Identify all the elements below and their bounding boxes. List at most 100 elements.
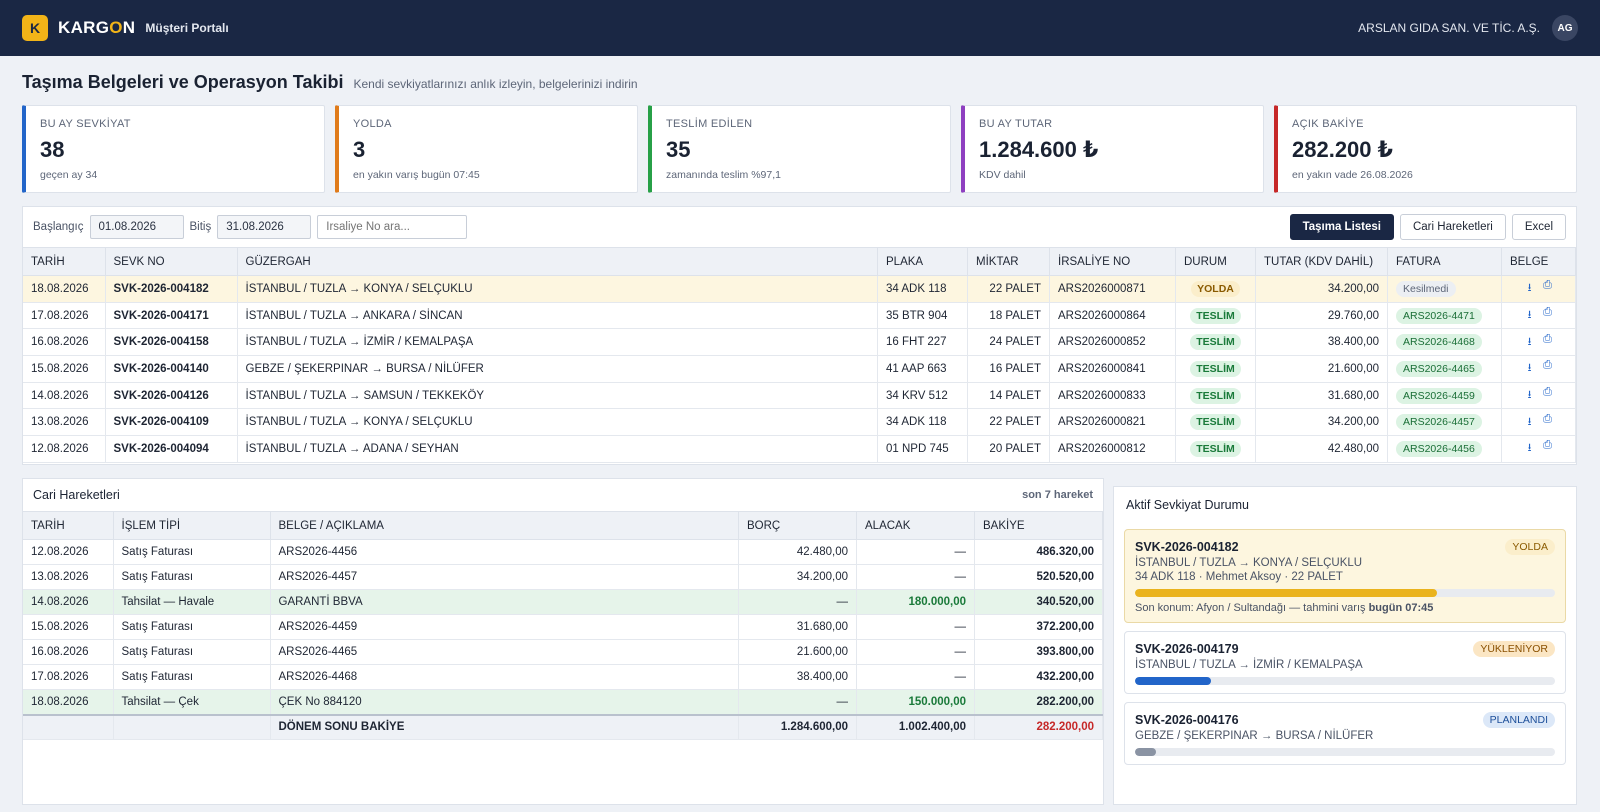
shipment-docs-cell: ⭳ ⎙ — [1501, 408, 1576, 437]
shipment-amount: 31.680,00 — [1255, 382, 1388, 410]
print-icon[interactable]: ⎙ — [1543, 386, 1552, 399]
shipment-no[interactable]: SVK-2026-004094 — [105, 435, 238, 463]
shipment-card[interactable]: SVK-2026-004179 YÜKLENİYOR İSTANBUL / TUZL… — [1124, 631, 1566, 694]
avatar[interactable]: AG — [1552, 15, 1578, 41]
download-icon[interactable]: ⭳ — [1527, 282, 1532, 295]
download-icon[interactable]: ⭳ — [1527, 415, 1532, 428]
download-icon[interactable]: ⭳ — [1527, 335, 1532, 348]
column-header[interactable]: SEVK NO — [105, 247, 238, 276]
shipment-no[interactable]: SVK-2026-004109 — [105, 408, 238, 437]
column-header[interactable]: FATURA — [1387, 247, 1502, 276]
print-icon[interactable]: ⎙ — [1543, 306, 1552, 319]
shipment-route: İSTANBUL / TUZLA → SAMSUN / TEKKEKÖY — [237, 382, 878, 410]
column-header[interactable]: TUTAR (KDV DAHİL) — [1255, 247, 1388, 276]
column-header[interactable]: İŞLEM TİPİ — [113, 511, 271, 540]
shipment-status-cell: TESLİM — [1175, 355, 1256, 383]
ledger-doc: ARS2026-4457 — [270, 564, 739, 590]
shipment-invoice-cell: Kesilmedi — [1387, 275, 1502, 303]
table-row[interactable]: 18.08.2026 SVK-2026-004182 İSTANBUL / TUZL… — [23, 275, 1576, 303]
brand[interactable]: K KARGON Müşteri Portalı — [22, 15, 229, 41]
column-header[interactable]: İRSALİYE NO — [1049, 247, 1176, 276]
shipment-card[interactable]: SVK-2026-004176 PLANLANDI GEBZE / ŞEKERPIN… — [1124, 702, 1566, 765]
progress-fill — [1135, 748, 1156, 756]
table-row[interactable]: 12.08.2026 SVK-2026-004094 İSTANBUL / TUZL… — [23, 435, 1576, 463]
shipment-amount: 38.400,00 — [1255, 328, 1388, 357]
ledger-title: Cari Hareketleri — [33, 488, 120, 502]
print-icon[interactable]: ⎙ — [1543, 439, 1552, 452]
card-shipment-no: SVK-2026-004182 — [1135, 540, 1239, 554]
start-date-input[interactable] — [89, 215, 184, 239]
ledger-debit: 42.480,00 — [738, 539, 857, 565]
table-row[interactable]: 13.08.2026 SVK-2026-004109 İSTANBUL / TUZL… — [23, 408, 1576, 437]
shipment-no[interactable]: SVK-2026-004158 — [105, 328, 238, 357]
table-row[interactable]: 16.08.2026 SVK-2026-004158 İSTANBUL / TUZL… — [23, 328, 1576, 357]
table-header-row: TARİH SEVK NO GÜZERGAH PLAKA MİKTAR İRSA… — [23, 247, 1576, 276]
column-header[interactable]: DURUM — [1175, 247, 1256, 276]
column-header[interactable]: MİKTAR — [967, 247, 1050, 276]
kpi-card: BU AY TUTAR 1.284.600 ₺ KDV dahil — [961, 105, 1264, 193]
invoice-badge[interactable]: ARS2026-4457 — [1396, 414, 1482, 431]
kpi-note: en yakın vade 26.08.2026 — [1292, 169, 1413, 181]
column-header[interactable]: TARİH — [23, 247, 106, 276]
invoice-badge[interactable]: ARS2026-4471 — [1396, 307, 1482, 324]
column-header[interactable]: ALACAK — [856, 511, 975, 540]
invoice-badge[interactable]: ARS2026-4456 — [1396, 440, 1482, 457]
shipment-no[interactable]: SVK-2026-004171 — [105, 302, 238, 330]
excel-button[interactable]: Excel — [1511, 214, 1566, 240]
shipment-invoice-cell: ARS2026-4456 — [1387, 435, 1502, 463]
column-header[interactable]: BORÇ — [738, 511, 857, 540]
column-header[interactable]: BELGE — [1501, 247, 1576, 276]
shipment-waybill: ARS2026000812 — [1049, 435, 1176, 463]
end-date-input[interactable] — [217, 215, 312, 239]
ledger-credit: 150.000,00 — [856, 689, 975, 715]
column-header[interactable]: GÜZERGAH — [237, 247, 878, 276]
print-icon[interactable]: ⎙ — [1543, 279, 1552, 292]
shipment-no[interactable]: SVK-2026-004182 — [105, 275, 238, 303]
shipment-list-button[interactable]: Taşıma Listesi — [1289, 214, 1394, 240]
column-header[interactable]: BAKİYE — [974, 511, 1103, 540]
shipment-amount: 34.200,00 — [1255, 275, 1388, 303]
print-icon[interactable]: ⎙ — [1543, 359, 1552, 372]
invoice-badge[interactable]: ARS2026-4468 — [1396, 334, 1482, 351]
card-status-badge: YOLDA — [1505, 539, 1555, 555]
start-date-label: Başlangıç — [33, 221, 84, 233]
shipment-plate: 34 ADK 118 — [877, 408, 968, 437]
document-actions: ⭳ ⎙ — [1525, 439, 1553, 458]
shipment-no[interactable]: SVK-2026-004126 — [105, 382, 238, 410]
account-area[interactable]: ARSLAN GIDA SAN. VE TİC. A.Ş. AG — [1358, 15, 1578, 41]
shipment-invoice-cell: ARS2026-4465 — [1387, 355, 1502, 383]
shipment-qty: 16 PALET — [967, 355, 1050, 383]
ledger-doc: ARS2026-4456 — [270, 539, 739, 565]
download-icon[interactable]: ⭳ — [1527, 362, 1532, 375]
kpi-value: 3 — [353, 137, 366, 162]
ledger-balance: 372.200,00 — [974, 614, 1103, 640]
shipment-no[interactable]: SVK-2026-004140 — [105, 355, 238, 383]
invoice-badge[interactable]: ARS2026-4459 — [1396, 387, 1482, 404]
invoice-badge[interactable]: ARS2026-4465 — [1396, 360, 1482, 377]
download-icon[interactable]: ⭳ — [1527, 389, 1532, 402]
column-header[interactable]: TARİH — [23, 511, 114, 540]
table-row[interactable]: 17.08.2026 SVK-2026-004171 İSTANBUL / TUZL… — [23, 302, 1576, 330]
download-icon[interactable]: ⭳ — [1527, 442, 1532, 455]
ledger-credit: — — [856, 539, 975, 565]
print-icon[interactable]: ⎙ — [1543, 332, 1552, 345]
column-header[interactable]: PLAKA — [877, 247, 968, 276]
shipment-card[interactable]: SVK-2026-004182 YOLDA İSTANBUL / TUZLA → K… — [1124, 529, 1566, 623]
kpi-value: 282.200 ₺ — [1292, 137, 1393, 162]
download-icon[interactable]: ⭳ — [1527, 309, 1532, 322]
ledger-type: Satış Faturası — [113, 614, 271, 640]
shipment-qty: 18 PALET — [967, 302, 1050, 330]
progress-fill — [1135, 677, 1211, 685]
shipment-docs-cell: ⭳ ⎙ — [1501, 435, 1576, 463]
shipment-qty: 14 PALET — [967, 382, 1050, 410]
table-row[interactable]: 15.08.2026 SVK-2026-004140 GEBZE / ŞEKERPI… — [23, 355, 1576, 383]
ledger-date: 13.08.2026 — [23, 564, 114, 590]
column-header[interactable]: BELGE / AÇIKLAMA — [270, 511, 739, 540]
ledger-meta: son 7 hareket — [1022, 489, 1093, 501]
table-row: 12.08.2026 Satış Faturası ARS2026-4456 42.4… — [23, 539, 1103, 565]
print-icon[interactable]: ⎙ — [1543, 412, 1552, 425]
waybill-search-input[interactable] — [317, 215, 468, 239]
ledger-balance: 393.800,00 — [974, 639, 1103, 665]
ledger-button[interactable]: Cari Hareketleri — [1399, 214, 1506, 240]
table-row[interactable]: 14.08.2026 SVK-2026-004126 İSTANBUL / TUZL… — [23, 382, 1576, 410]
